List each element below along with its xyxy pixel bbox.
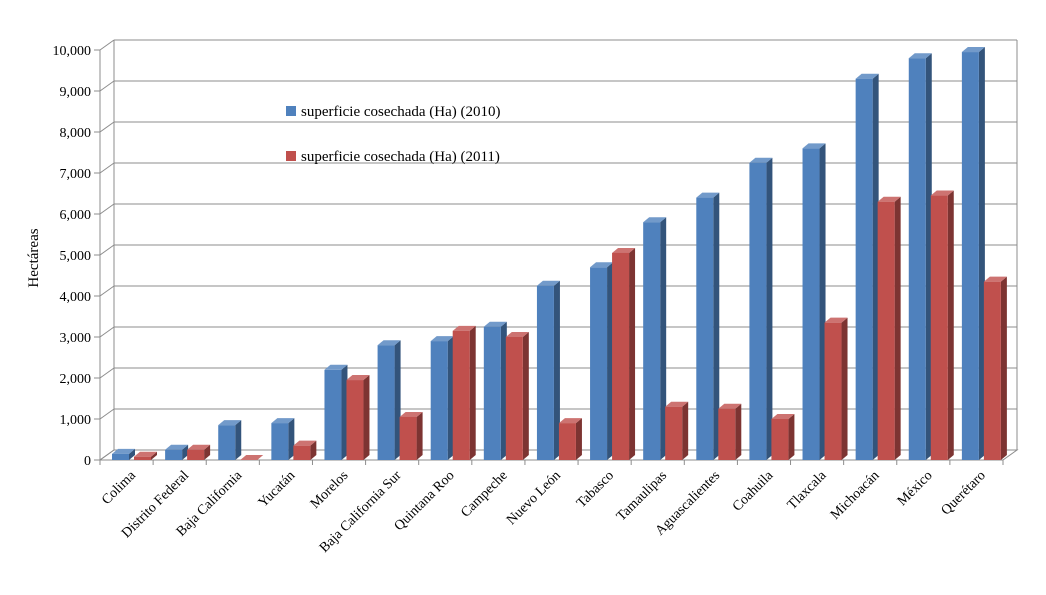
legend: superficie cosechada (Ha) (2010) superfi…	[286, 104, 500, 165]
bar-2011	[930, 190, 954, 461]
x-tick-label: Querétaro	[939, 468, 989, 518]
bar-2011	[346, 375, 370, 460]
y-axis-label: Hectáreas	[26, 228, 42, 287]
gridline-diag	[99, 121, 115, 133]
legend-label-2011: superficie cosechada (Ha) (2011)	[301, 149, 500, 165]
bar-2010	[430, 336, 454, 460]
bar-2011	[505, 332, 529, 460]
bar-2011	[665, 401, 689, 460]
x-tick-label: Michoacán	[828, 468, 883, 523]
bar-2011	[452, 325, 476, 460]
bar-2010	[643, 217, 667, 460]
gridline-diag	[99, 203, 115, 215]
x-tick-label: Tamaulipas	[614, 468, 670, 524]
bar-2010	[165, 444, 189, 460]
bar-2010	[536, 280, 560, 460]
y-tick-label: 1,000	[60, 413, 92, 428]
gridline-diag	[99, 285, 115, 297]
bar-2011	[187, 444, 211, 460]
legend-label-2010: superficie cosechada (Ha) (2010)	[301, 104, 500, 120]
bar-2011	[771, 414, 795, 460]
bar-2010	[749, 157, 773, 460]
bar-2011	[134, 451, 157, 460]
gridline-diag	[99, 367, 115, 379]
x-tick-label: Yucatán	[256, 468, 298, 510]
y-tick-label: 2,000	[60, 372, 92, 387]
x-tick-label: Tlaxcala	[785, 468, 830, 513]
y-tick-label: 8,000	[60, 126, 92, 141]
x-tick-label: Morelos	[308, 468, 352, 512]
gridline-diag	[99, 39, 115, 51]
y-tick-labels: 0 1,000 2,000 3,000 4,000 5,000 6,000 7,000 8,00…	[53, 44, 92, 469]
bar-2010	[324, 364, 348, 460]
bar-2011	[983, 276, 1007, 460]
bar-2010	[855, 73, 879, 460]
bars	[112, 47, 1007, 461]
bar-2010	[696, 192, 720, 460]
y-tick-label: 5,000	[60, 249, 92, 264]
gridline-diag	[99, 162, 115, 174]
bar-2011	[824, 317, 848, 460]
bar-2010	[961, 47, 985, 461]
bar-2010	[908, 53, 932, 460]
x-tick-label: Coahuila	[730, 468, 777, 515]
gridline-diag	[99, 326, 115, 338]
y-tick-label: 6,000	[60, 208, 92, 223]
y-tick-label: 10,000	[53, 44, 92, 59]
bar-2011	[399, 411, 423, 460]
bar-2011	[877, 196, 901, 460]
bar-2010	[112, 448, 135, 460]
bar-2011	[612, 247, 636, 460]
bar-2010	[218, 420, 242, 460]
x-tick-label: Tabasco	[574, 468, 617, 511]
gridline-diag	[99, 408, 115, 420]
bar-2011	[718, 403, 742, 460]
x-tick-label: México	[895, 468, 936, 509]
legend-swatch-2011	[286, 151, 296, 161]
gridline-diag	[99, 80, 115, 92]
bar-2010	[377, 340, 401, 460]
bar-2011	[293, 440, 317, 460]
bar-2010	[590, 262, 614, 460]
bar-2011	[558, 418, 582, 460]
x-tick-label: Colima	[99, 468, 139, 508]
x-tick-label: Nuevo León	[504, 468, 564, 528]
x-tick-label: Campeche	[458, 468, 510, 520]
y-tick-label: 3,000	[60, 331, 92, 346]
y-tick-label: 7,000	[60, 167, 92, 182]
legend-swatch-2010	[286, 106, 296, 116]
gridline-diag	[99, 244, 115, 256]
bar-2011	[240, 455, 264, 460]
bar-2010	[483, 321, 507, 460]
bar-2010	[802, 143, 826, 460]
y-tick-label: 0	[84, 454, 91, 469]
y-tick-label: 4,000	[60, 290, 92, 305]
bar-2010	[271, 418, 295, 460]
axes	[94, 40, 1019, 465]
y-tick-label: 9,000	[60, 85, 92, 100]
